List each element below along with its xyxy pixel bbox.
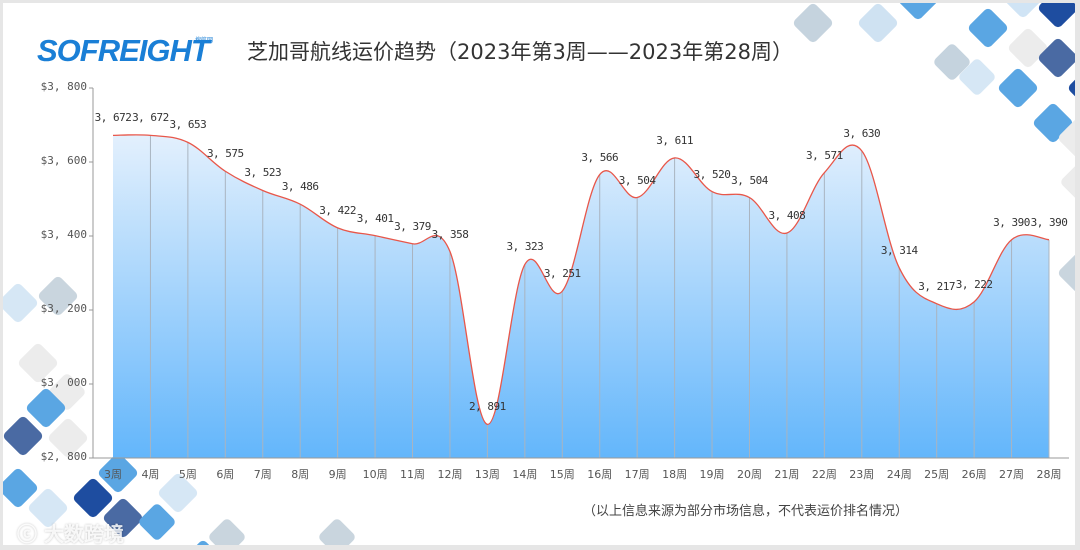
x-tick-label: 7周 [253, 468, 272, 481]
data-label: 3, 523 [244, 166, 282, 180]
x-tick-label: 26周 [961, 468, 987, 481]
x-tick-label: 25周 [924, 468, 950, 481]
x-tick-label: 12周 [437, 468, 463, 481]
data-label: 3, 408 [768, 209, 806, 223]
data-label: 3, 611 [656, 133, 693, 147]
x-tick-label: 16周 [587, 468, 613, 481]
source-footnote: （以上信息来源为部分市场信息，不代表运价排名情况） [583, 504, 909, 519]
watermark-text: 大数跨境 [43, 522, 124, 545]
x-tick-label: 19周 [699, 468, 725, 481]
logo-subtext: 搜航网 [194, 37, 213, 44]
watermark: ⓒ 大数跨境 [17, 518, 124, 545]
price-line [112, 134, 1050, 425]
y-tick-label: $2, 800 [40, 450, 87, 463]
x-tick-label: 5周 [178, 468, 197, 481]
x-tick-label: 27周 [999, 468, 1025, 481]
data-label: 3, 390 [993, 215, 1030, 229]
x-tick-label: 18周 [662, 468, 688, 481]
x-tick-label: 23周 [849, 468, 875, 481]
data-label: 3, 575 [206, 147, 244, 161]
x-tick-label: 28周 [1036, 468, 1062, 481]
chart-title: 芝加哥航线运价趋势（2023年第3周——2023年第28周） [247, 40, 793, 64]
x-tick-label: 14周 [512, 468, 538, 481]
sofreight-logo: SOFREIGHT 搜航网 [37, 33, 217, 73]
data-label: 2, 891 [469, 400, 506, 414]
x-tick-label: 4周 [141, 468, 160, 481]
data-label: 3, 566 [581, 150, 619, 164]
data-label: 3, 504 [731, 173, 768, 187]
data-label: 3, 379 [394, 219, 431, 233]
data-label: 3, 653 [169, 118, 207, 132]
data-label: 3, 422 [319, 203, 356, 217]
data-label: 3, 486 [281, 180, 319, 194]
y-tick-label: $3, 600 [40, 154, 87, 167]
x-tick-label: 17周 [624, 468, 650, 481]
area-chart [89, 87, 1069, 459]
data-label: 3, 222 [955, 277, 993, 291]
data-label: 3, 323 [506, 240, 544, 254]
data-label: 3, 520 [693, 167, 731, 181]
data-label: 3, 314 [880, 243, 918, 257]
data-label: 3, 672 [132, 111, 169, 125]
watermark-icon: ⓒ [17, 522, 44, 545]
x-tick-label: 13周 [474, 468, 500, 481]
logo-text: SOFREIGHT [37, 33, 210, 68]
x-tick-label: 22周 [811, 468, 837, 481]
chart-canvas: SOFREIGHT 搜航网 芝加哥航线运价趋势（2023年第3周——2023年第… [3, 3, 1075, 545]
x-tick-label: 6周 [216, 468, 235, 481]
x-tick-label: 10周 [362, 468, 388, 481]
x-tick-label: 20周 [736, 468, 762, 481]
area-fill [113, 134, 1049, 458]
x-tick-label: 3周 [104, 468, 122, 481]
x-tick-label: 21周 [774, 468, 800, 481]
data-label: 3, 630 [843, 126, 881, 140]
x-tick-label: 11周 [400, 468, 426, 481]
data-label: 3, 504 [618, 173, 656, 187]
data-label: 3, 672 [94, 111, 132, 125]
data-label: 3, 401 [356, 211, 394, 225]
y-tick-label: $3, 200 [40, 302, 87, 315]
data-label: 3, 217 [918, 279, 956, 293]
y-tick-label: $3, 400 [40, 228, 87, 241]
x-tick-label: 9周 [328, 468, 347, 481]
x-tick-label: 24周 [886, 468, 912, 481]
x-tick-label: 15周 [549, 468, 575, 481]
data-label: 3, 571 [805, 148, 843, 162]
y-tick-label: $3, 800 [40, 80, 87, 93]
data-label: 3, 358 [431, 227, 469, 241]
x-tick-label: 8周 [291, 468, 310, 481]
data-label: 3, 390 [1030, 215, 1068, 229]
data-label: 3, 251 [543, 267, 581, 281]
y-tick-label: $3, 000 [40, 376, 87, 389]
